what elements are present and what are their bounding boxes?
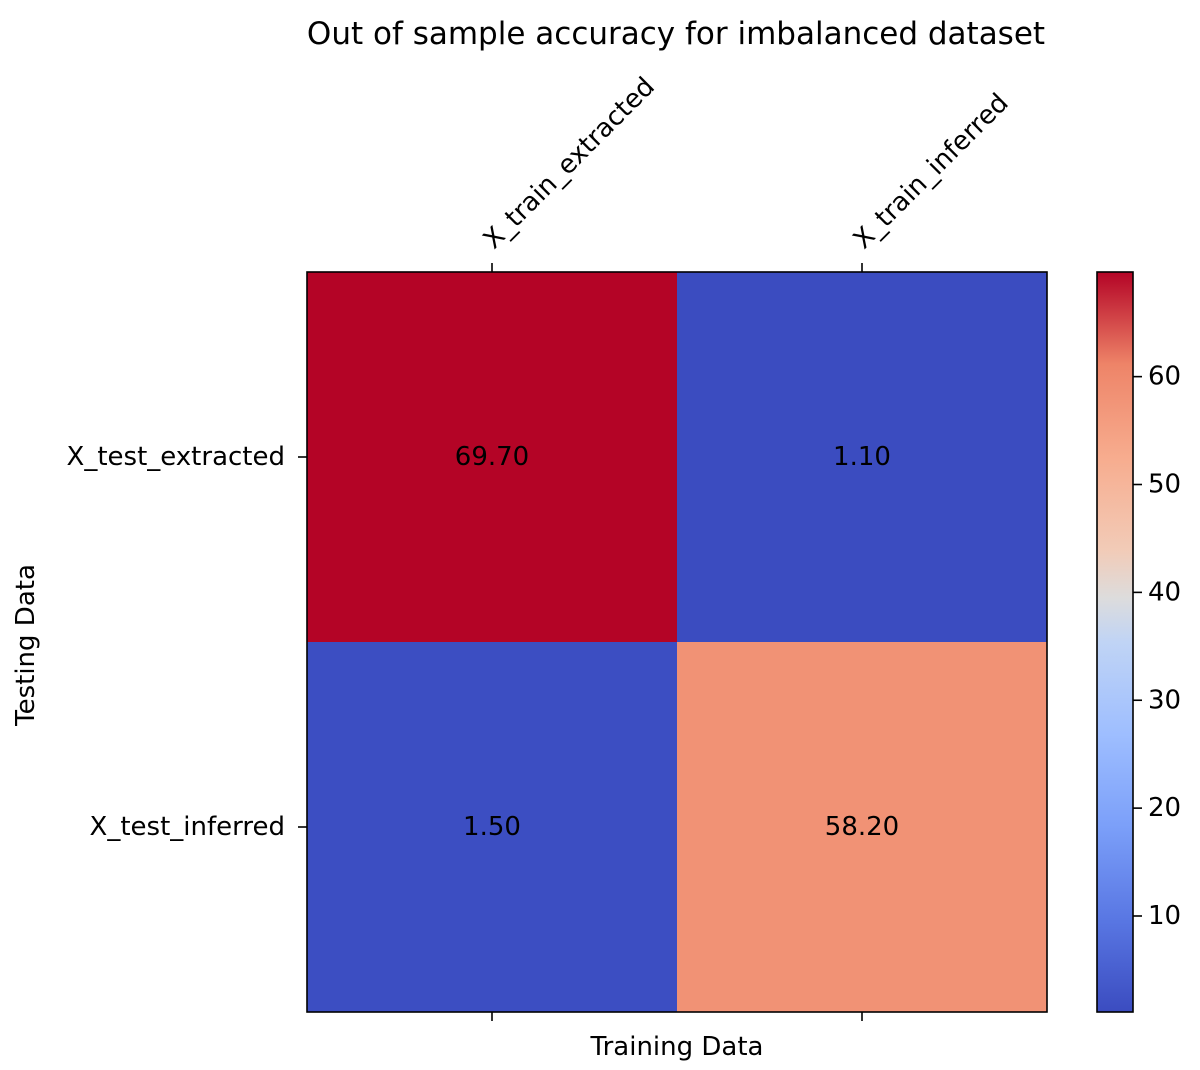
heatmap-cell-r0-c0 (307, 272, 677, 642)
colorbar-tick-label-2: 30 (1148, 685, 1181, 715)
y-tick-label-0: X_test_extracted (67, 442, 285, 472)
plot-frame (306, 271, 1048, 1013)
heatmap-cell-r0-c1 (677, 272, 1047, 642)
colorbar (1096, 271, 1134, 1013)
y-tick-label-1: X_test_inferred (90, 812, 285, 842)
colorbar-tick-label-4: 50 (1148, 470, 1181, 500)
heatmap-cell-r1-c0 (307, 642, 677, 1012)
colorbar-tick-label-0: 10 (1148, 901, 1181, 931)
heatmap-cells (307, 272, 1047, 1012)
heatmap-cell-labels: 69.70 1.10 1.50 58.20 (455, 442, 899, 842)
y-axis-ticks (298, 456, 307, 828)
heatmap-cell-r1-c1 (677, 642, 1047, 1012)
cell-value-label-r0-c0: 69.70 (455, 442, 529, 472)
colorbar-tick-label-5: 60 (1148, 362, 1181, 392)
y-axis-tick-labels: X_test_extracted X_test_inferred (67, 442, 285, 842)
x-axis-label: Training Data (590, 1032, 764, 1062)
cell-value-label-r1-c0: 1.50 (463, 812, 521, 842)
colorbar-ticks (1133, 375, 1142, 917)
x-axis-tick-labels: X_train_extracted X_train_inferred (478, 72, 1015, 255)
y-axis-label: Testing Data (11, 564, 41, 727)
chart-title: Out of sample accuracy for imbalanced da… (307, 16, 1045, 52)
x-tick-label-1: X_train_inferred (848, 88, 1015, 255)
colorbar-tick-label-3: 40 (1148, 577, 1181, 607)
colorbar-tick-label-1: 20 (1148, 793, 1181, 823)
cell-value-label-r1-c1: 58.20 (825, 812, 899, 842)
cell-value-label-r0-c1: 1.10 (833, 442, 891, 472)
colorbar-tick-labels: 10 20 30 40 50 60 (1148, 362, 1181, 931)
x-axis-ticks (491, 263, 863, 1021)
x-tick-label-0: X_train_extracted (478, 72, 661, 255)
